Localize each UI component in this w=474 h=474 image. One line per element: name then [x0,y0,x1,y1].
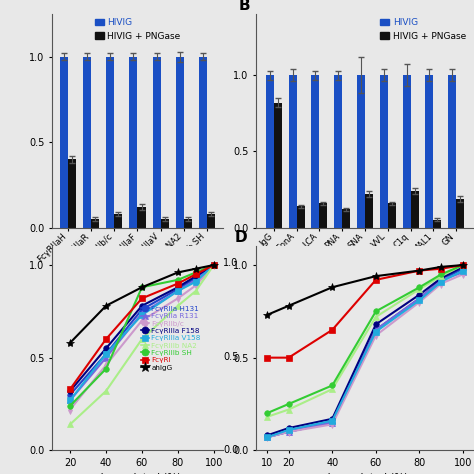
Bar [184,219,192,228]
Text: 1.0: 1.0 [223,258,238,268]
Bar [289,75,297,228]
Bar [176,57,184,228]
Bar [199,57,207,228]
Bar [106,57,114,228]
Bar [365,194,373,228]
Legend: HIVIG, HIVIG + PNGase: HIVIG, HIVIG + PNGase [91,15,184,44]
Bar [357,75,365,228]
Bar [425,75,433,228]
Legend: FcγRIIa H131, FcγRIIa R131, FcγRIIb/c, FcγRIIIa F158, FcγRIIIa V158, FcγRIIIb NA: FcγRIIa H131, FcγRIIa R131, FcγRIIb/c, F… [137,303,204,374]
Bar [448,75,456,228]
Bar [153,57,161,228]
Bar [266,75,274,228]
Bar [114,214,122,228]
Bar [380,75,388,228]
Bar [456,199,464,228]
Text: B: B [238,0,250,13]
Text: 0.5: 0.5 [223,352,238,362]
Bar [311,75,319,228]
Bar [342,209,350,228]
Text: D: D [234,230,247,246]
Bar [161,219,169,228]
Bar [207,214,215,228]
Legend: HIVIG, HIVIG + PNGase: HIVIG, HIVIG + PNGase [376,15,469,44]
Bar [83,57,91,228]
Bar [388,203,396,228]
Bar [68,159,76,228]
Bar [60,57,68,228]
Text: 0.0: 0.0 [223,445,238,456]
Bar [402,75,410,228]
Bar [410,191,419,228]
Bar [91,219,99,228]
Bar [433,220,441,228]
Bar [274,102,282,228]
Bar [297,206,305,228]
Bar [137,207,146,228]
Bar [319,203,328,228]
Bar [334,75,342,228]
Bar [129,57,137,228]
